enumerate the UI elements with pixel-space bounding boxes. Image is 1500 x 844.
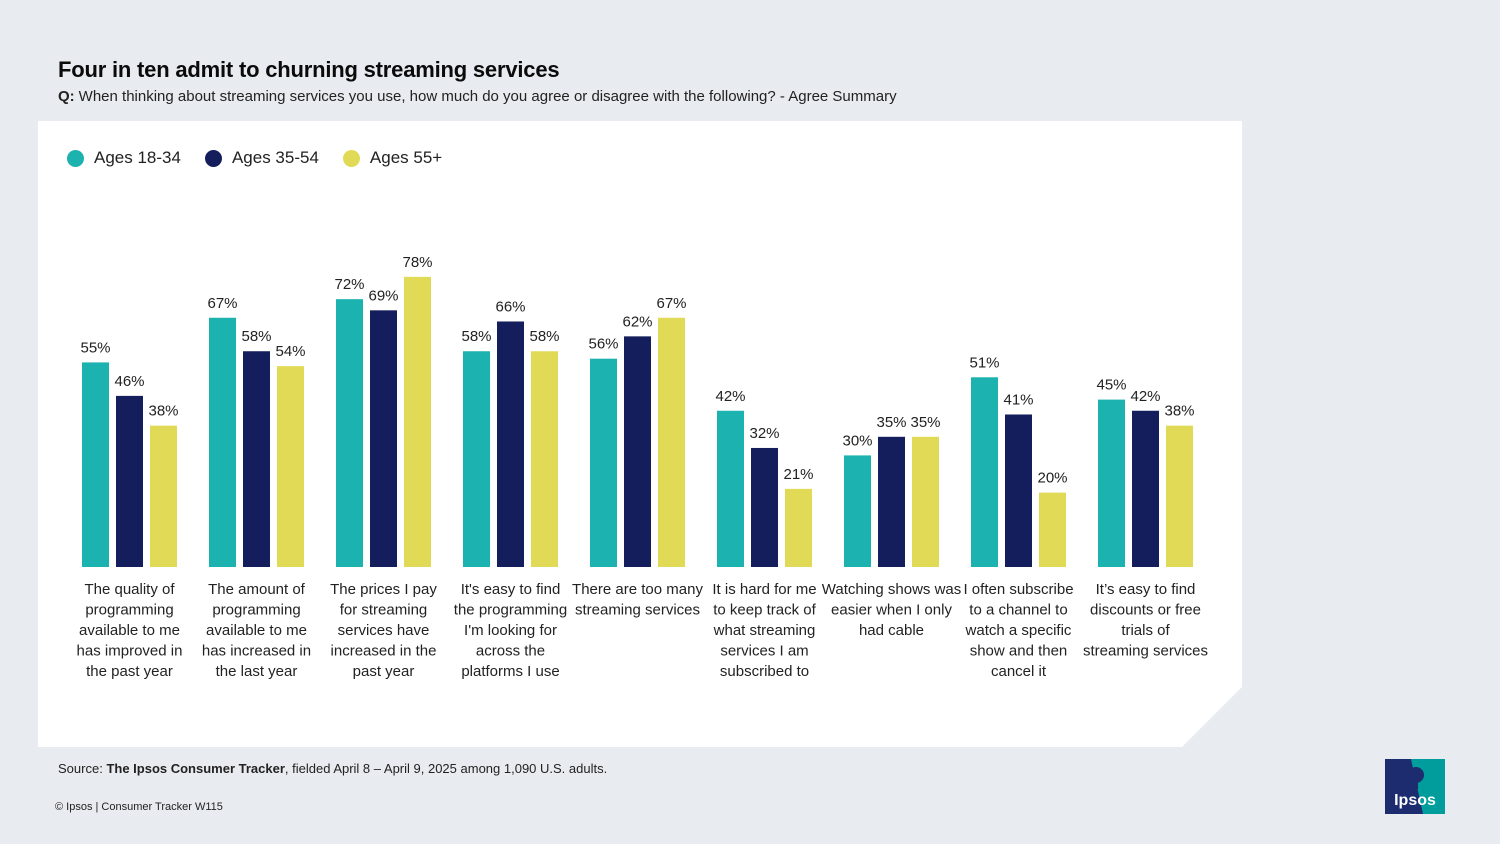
category-label-9: It’s easy to find discounts or free trials…	[1083, 581, 1208, 660]
page-title: Four in ten admit to churning streaming …	[58, 57, 560, 82]
data-label-4-series-1: 58%	[461, 328, 491, 345]
bar-7-series-3	[912, 436, 939, 567]
bar-6-series-2	[751, 447, 778, 567]
bar-2-series-3	[277, 366, 304, 567]
question-subtitle: Q: When thinking about streaming services…	[58, 88, 897, 105]
data-label-9-series-3: 38%	[1164, 403, 1194, 420]
bar-5-series-3	[658, 317, 685, 567]
data-label-6-series-2: 32%	[749, 425, 779, 442]
bar-4-series-2	[497, 321, 524, 567]
data-label-7-series-1: 30%	[842, 432, 872, 449]
category-label-2: The amount of programming available to me h…	[202, 581, 311, 680]
data-label-2-series-3: 54%	[275, 343, 305, 360]
bar-3-series-3	[404, 276, 431, 567]
legend-item-ages-18-34: Ages 18-34	[67, 148, 181, 168]
category-label-5: There are too many streaming services	[572, 581, 703, 619]
source-name: The Ipsos Consumer Tracker	[106, 761, 285, 776]
legend-label-ages-35-54: Ages 35-54	[231, 148, 319, 167]
data-label-4-series-2: 66%	[495, 298, 525, 315]
data-label-5-series-3: 67%	[656, 295, 686, 312]
data-label-9-series-1: 45%	[1096, 377, 1126, 394]
legend-label-ages-18-34: Ages 18-34	[94, 148, 181, 167]
bar-5-series-2	[624, 336, 651, 567]
bar-4-series-1	[463, 351, 490, 567]
bar-6-series-3	[785, 488, 812, 567]
source-note: Source: The Ipsos Consumer Tracker, fiel…	[58, 761, 607, 776]
question-prefix: Q:	[58, 88, 75, 105]
source-label: Source:	[58, 761, 103, 776]
data-label-5-series-2: 62%	[622, 313, 652, 330]
copyright: © Ipsos | Consumer Tracker W115	[55, 801, 223, 813]
bar-7-series-1	[844, 455, 871, 567]
data-label-7-series-3: 35%	[910, 414, 940, 431]
legend-swatch-ages-55-plus	[342, 149, 360, 167]
bar-1-series-1	[82, 362, 109, 567]
data-label-8-series-3: 20%	[1037, 470, 1067, 487]
category-label-7: Watching shows was easier when I only had …	[822, 581, 962, 639]
category-label-6: It is hard for me to keep track of what st…	[712, 581, 816, 680]
data-label-8-series-2: 41%	[1003, 391, 1033, 408]
data-label-2-series-1: 67%	[207, 295, 237, 312]
data-label-7-series-2: 35%	[876, 414, 906, 431]
data-label-3-series-2: 69%	[368, 287, 398, 304]
legend-item-ages-35-54: Ages 35-54	[204, 148, 319, 168]
bar-9-series-3	[1166, 425, 1193, 567]
data-label-1-series-1: 55%	[80, 339, 110, 356]
bar-1-series-3	[150, 425, 177, 567]
legend-swatch-ages-35-54	[204, 149, 222, 167]
bar-8-series-3	[1039, 492, 1066, 567]
data-label-1-series-2: 46%	[114, 373, 144, 390]
source-details: , fielded April 8 – April 9, 2025 among …	[284, 761, 608, 776]
logo-head-mark	[1408, 767, 1424, 783]
bar-2-series-1	[209, 317, 236, 567]
bar-3-series-1	[336, 299, 363, 567]
legend-item-ages-55-plus: Ages 55+	[342, 148, 443, 168]
legend-label-ages-55-plus: Ages 55+	[369, 148, 443, 167]
logo-wordmark: Ipsos	[1394, 792, 1436, 809]
data-label-3-series-1: 72%	[334, 276, 364, 293]
bar-3-series-2	[370, 310, 397, 567]
bar-chart: 55%46%38%The quality of programming availa…	[77, 254, 1208, 680]
bar-9-series-2	[1132, 410, 1159, 567]
logo-neck-mark	[1413, 781, 1418, 789]
bar-2-series-2	[243, 351, 270, 567]
category-label-1: The quality of programming available to me…	[77, 581, 183, 680]
bar-7-series-2	[878, 436, 905, 567]
bar-8-series-2	[1005, 414, 1032, 567]
chart-card: Ages 18-34 Ages 35-54 Ages 55+ 55% 46% 38%…	[38, 121, 1242, 747]
question-text: When thinking about streaming services y…	[78, 88, 897, 105]
legend-swatch-ages-18-34	[67, 149, 84, 167]
bar-9-series-1	[1098, 399, 1125, 567]
category-label-8: I often subscribe to a channel to watch a …	[963, 581, 1073, 680]
bar-6-series-1	[717, 410, 744, 567]
bar-4-series-3	[531, 351, 558, 567]
data-label-4-series-3: 58%	[529, 328, 559, 345]
data-label-6-series-1: 42%	[715, 388, 745, 405]
data-label-1-series-3: 38%	[148, 403, 178, 420]
data-label-3-series-3: 78%	[402, 254, 432, 271]
chart-legend: Ages 18-34 Ages 35-54 Ages 55+	[67, 148, 442, 168]
data-label-6-series-3: 21%	[783, 466, 813, 483]
data-label-9-series-2: 42%	[1130, 388, 1160, 405]
ipsos-logo: Ipsos	[1385, 759, 1445, 814]
data-label-5-series-1: 56%	[588, 336, 618, 353]
bar-5-series-1	[590, 358, 617, 567]
bar-1-series-2	[116, 395, 143, 567]
category-label-3: The prices I pay for streaming services ha…	[330, 581, 437, 680]
data-label-8-series-1: 51%	[969, 354, 999, 371]
category-label-4: It's easy to find the programming I'm look…	[454, 581, 567, 680]
data-label-2-series-2: 58%	[241, 328, 271, 345]
bar-8-series-1	[971, 377, 998, 567]
